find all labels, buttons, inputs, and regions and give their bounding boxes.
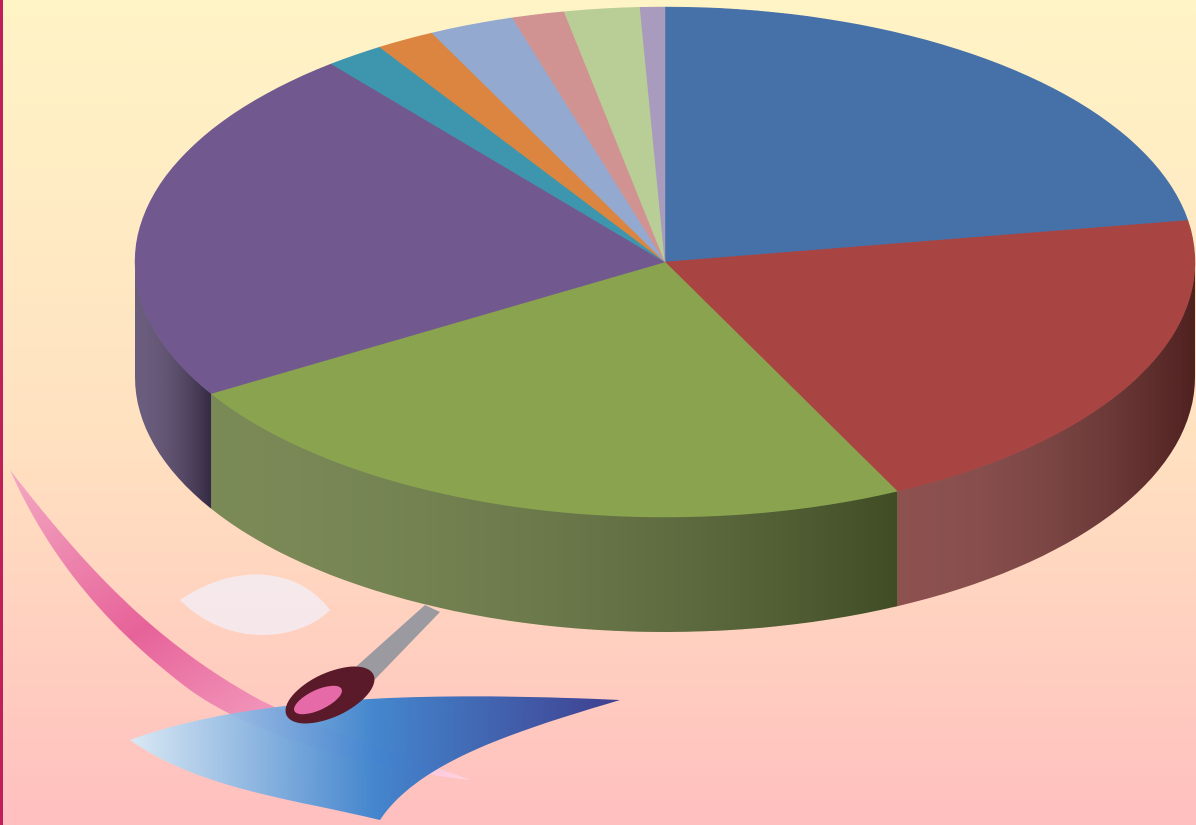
pie-tops — [134, 6, 1196, 518]
pie-side-shade — [897, 262, 1195, 607]
pie-slice — [664, 6, 1189, 263]
pie — [134, 6, 1196, 632]
pie-slice — [134, 63, 666, 394]
pie-slice — [639, 6, 666, 263]
pie-slice — [664, 220, 1196, 492]
pie-slice — [431, 17, 666, 263]
pie-side-shade — [211, 393, 898, 632]
left-edge — [0, 0, 3, 825]
pie-sides — [135, 262, 1195, 632]
brush-decoration — [10, 470, 620, 820]
pie-slice — [563, 7, 666, 263]
pie-side-shade — [135, 262, 212, 509]
pie-slice — [210, 261, 898, 518]
